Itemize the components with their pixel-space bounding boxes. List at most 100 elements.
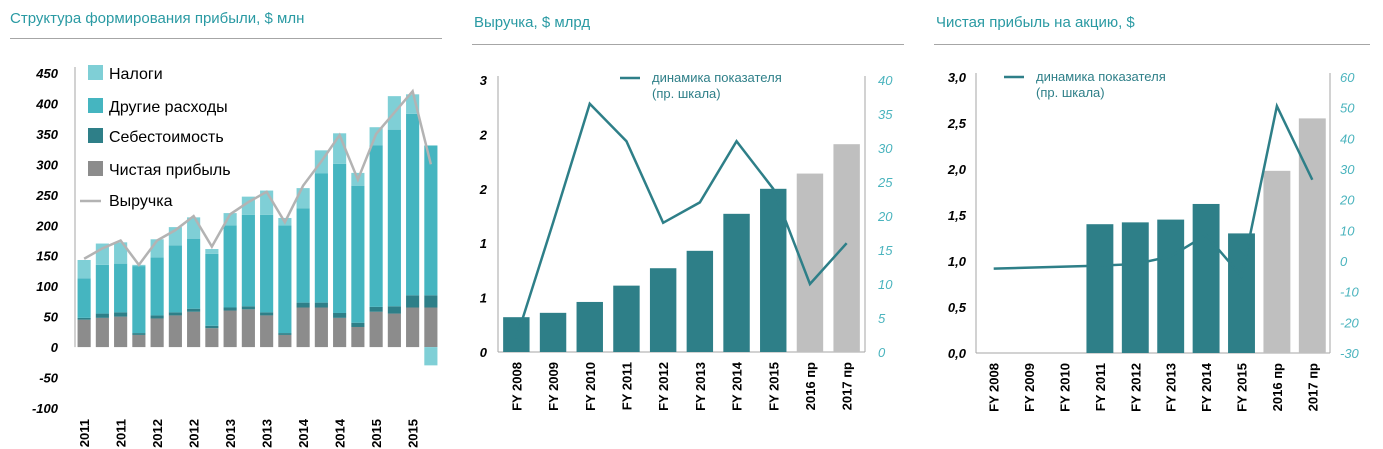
value-bar	[1086, 224, 1114, 353]
cost-bar	[168, 312, 182, 316]
x-tick-label: 2016 пр	[1270, 363, 1285, 411]
y-right-tick-label: -10	[1340, 285, 1360, 300]
x-tick-label: FY 2014	[730, 361, 745, 411]
net-profit-bar	[223, 310, 237, 348]
y-tick-label: 50	[44, 310, 59, 325]
y-right-tick-label: -30	[1340, 346, 1360, 361]
forecast-bar	[833, 144, 860, 352]
cost-bar	[260, 312, 274, 316]
y-left-tick-label: 2	[479, 127, 488, 142]
tax-bar	[114, 242, 128, 264]
legend-label: Налоги	[109, 66, 163, 83]
y-left-tick-label: 0,5	[948, 300, 967, 315]
net-profit-bar	[369, 311, 383, 348]
x-tick-label: 2017 пр	[1305, 363, 1320, 411]
eps-panel: Чистая прибыль на акцию, $ 3,0 2,5 2,0 1,5 1…	[920, 0, 1383, 449]
cost-bar	[187, 308, 201, 312]
tax-bar	[205, 249, 219, 254]
legend-swatch	[88, 128, 103, 143]
y-left-tick-label: 0	[480, 345, 488, 360]
legend-label: Себестоимость	[109, 129, 224, 146]
x-tick-label: Q3 2011	[114, 419, 129, 449]
y-right-tick-label: 10	[878, 277, 893, 292]
y-right-tick-label: 0	[878, 345, 886, 360]
legend-label: Чистая прибыль	[109, 162, 231, 179]
y-tick-label: 300	[36, 157, 58, 172]
revenue-panel: Выручка, $ млрд 3 2 2 1 1 0 40 35 30 25 20 15 10 5 0 FY…	[460, 0, 910, 449]
net-profit-bar	[114, 316, 128, 348]
y-right-tick-label: 20	[1339, 193, 1355, 208]
net-profit-bar	[424, 307, 438, 348]
title-rule	[472, 44, 904, 45]
y-left-tick-label: 3	[480, 73, 488, 88]
x-tick-label: FY 2008	[509, 362, 524, 411]
value-bar	[723, 213, 750, 352]
other-expenses-bar	[424, 145, 438, 296]
y-right-tick-label: 25	[877, 175, 893, 190]
net-profit-bar	[333, 317, 347, 348]
cost-bar	[424, 295, 438, 308]
x-tick-label: FY 2015	[766, 362, 781, 411]
cost-bar	[205, 325, 219, 329]
y-tick-label: 450	[35, 66, 58, 81]
other-expenses-bar	[187, 238, 201, 309]
y-tick-label: -50	[39, 371, 59, 386]
eps-title: Чистая прибыль на акцию, $	[936, 14, 1135, 31]
dynamics-line	[515, 101, 848, 339]
net-profit-bar	[168, 315, 182, 348]
value-bar	[613, 285, 640, 352]
y-left-tick-label: 3,0	[948, 70, 967, 85]
x-tick-label: Q3 2014	[333, 418, 348, 449]
tax-bar	[424, 347, 438, 366]
y-right-tick-label: 30	[1340, 162, 1355, 177]
y-left-tick-label: 0,0	[948, 346, 967, 361]
y-tick-label: 350	[36, 127, 58, 142]
x-tick-label: Q3 2012	[187, 419, 202, 449]
y-right-tick-label: 40	[1340, 131, 1355, 146]
cost-bar	[406, 295, 420, 308]
revenue-title: Выручка, $ млрд	[474, 14, 591, 31]
cost-bar	[369, 306, 383, 312]
other-expenses-bar	[114, 263, 128, 313]
other-expenses-bar	[278, 225, 292, 334]
y-left-tick-label: 1	[480, 291, 487, 306]
y-right-tick-label: 15	[878, 243, 893, 258]
y-left-tick-label: 1,5	[948, 208, 967, 223]
x-tick-label: FY 2010	[1058, 363, 1073, 412]
cost-bar	[77, 317, 91, 320]
net-profit-bar	[77, 319, 91, 348]
x-tick-label: FY 2013	[1164, 363, 1179, 412]
y-left-tick-label: 2	[479, 182, 488, 197]
legend-swatch	[88, 98, 103, 113]
y-tick-label: 0	[51, 340, 59, 355]
net-profit-bar	[150, 318, 164, 348]
x-tick-label: FY 2009	[1022, 363, 1037, 412]
other-expenses-bar	[351, 185, 365, 323]
y-tick-label: 250	[35, 188, 58, 203]
tax-bar	[77, 259, 91, 279]
x-tick-label: FY 2010	[583, 362, 598, 411]
x-tick-label: Q3 2015	[406, 419, 421, 449]
tax-bar	[296, 188, 310, 209]
value-bar	[649, 268, 677, 352]
legend-label: (пр. шкала)	[652, 86, 721, 101]
x-tick-label: FY 2013	[693, 362, 708, 411]
y-tick-label: -100	[32, 401, 59, 416]
y-right-tick-label: -20	[1340, 315, 1360, 330]
x-tick-label: 2017 пр	[840, 362, 855, 410]
value-bar	[1121, 222, 1149, 353]
value-bar	[576, 301, 603, 352]
profit-structure-chart: 450 400 350 300 250 200 150 100 50 0 -50 -100 Q1 201…	[32, 65, 438, 449]
other-expenses-bar	[369, 145, 383, 307]
x-tick-label: FY 2014	[1199, 362, 1214, 412]
legend-label: (пр. шкала)	[1036, 85, 1105, 100]
legend-swatch	[88, 65, 103, 80]
forecast-bar	[1298, 118, 1326, 354]
other-expenses-bar	[406, 113, 420, 296]
other-expenses-bar	[314, 173, 328, 303]
dynamics-line	[993, 102, 1314, 280]
profit-structure-title: Структура формирования прибыли, $ млн	[10, 10, 305, 27]
net-profit-bar	[95, 317, 109, 348]
x-tick-label: Q1 2011	[77, 419, 92, 449]
cost-bar	[278, 333, 292, 335]
